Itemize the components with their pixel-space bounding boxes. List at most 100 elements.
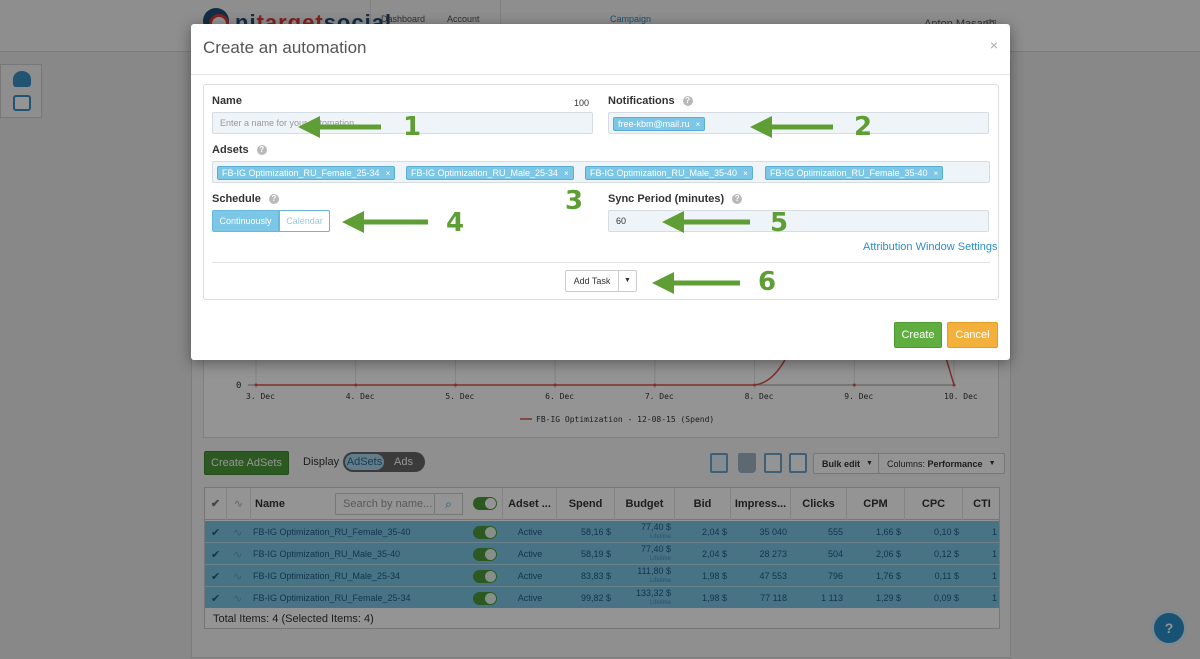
add-task-button[interactable]: Add Task <box>566 271 619 291</box>
cell-budget: 77,40 $ Lifetime <box>615 521 675 543</box>
row-checkbox[interactable]: ✔ <box>211 571 221 583</box>
create-button[interactable]: Create <box>894 322 942 348</box>
row-checkbox[interactable]: ✔ <box>211 527 221 539</box>
x-tick-label: 3. Dec <box>246 392 275 401</box>
search-icon[interactable]: ⌕ <box>435 493 463 515</box>
col-budget[interactable]: Budget <box>615 488 675 520</box>
cell-cpc: 0,09 $ <box>933 593 959 603</box>
row-toggle-switch[interactable] <box>473 570 497 583</box>
row-chart-icon[interactable]: ∿ <box>233 571 243 583</box>
columns-dropdown[interactable]: Columns: Performance ▼ <box>878 453 1005 474</box>
help-icon[interactable]: ? <box>732 194 743 204</box>
col-bid[interactable]: Bid <box>675 488 731 520</box>
schedule-calendar-button[interactable]: Calendar <box>279 210 330 232</box>
row-checkbox[interactable]: ✔ <box>211 593 221 605</box>
cell-name[interactable]: FB-IG Optimization_RU_Female_35-40 <box>253 527 411 537</box>
calendar-icon[interactable] <box>13 95 31 111</box>
annotation-arrowhead <box>662 211 684 233</box>
display-option-adsets[interactable]: AdSets <box>345 454 384 470</box>
all-toggle-switch[interactable] <box>473 497 497 510</box>
display-label: Display <box>303 456 340 468</box>
display-option-ads[interactable]: Ads <box>394 456 413 468</box>
cell-cpc: 0,12 $ <box>933 549 959 559</box>
col-impressions[interactable]: Impress... <box>731 488 791 520</box>
annotation-arrowhead <box>342 211 364 233</box>
attribution-window-link[interactable]: Attribution Window Settings <box>863 241 998 253</box>
col-ctr[interactable]: CTI <box>973 498 991 510</box>
x-tick-label: 10. Dec <box>944 392 978 401</box>
budget-type: Lifetime <box>649 600 671 606</box>
table-row[interactable]: ✔ ∿ FB-IG Optimization_RU_Female_35-40 Acti… <box>205 521 999 543</box>
remove-tag-icon[interactable]: × <box>743 169 748 178</box>
nav-dashboard[interactable]: Dashboard <box>381 14 426 24</box>
display-toggle[interactable]: AdSets Ads <box>343 452 425 472</box>
add-task-split-button[interactable]: Add Task ▼ <box>565 270 637 292</box>
cell-ctr: 1 <box>991 571 997 581</box>
legend-label: FB-IG Optimization - 12-08-15 (Spend) <box>536 415 714 424</box>
add-calendar-icon[interactable] <box>710 453 728 473</box>
cell-clicks: 504 <box>827 549 843 559</box>
table-search-input[interactable]: Search by name... <box>335 493 435 515</box>
annotation-arrowhead <box>298 116 320 138</box>
sync-period-input[interactable]: 60 <box>608 210 989 232</box>
row-checkbox[interactable]: ✔ <box>211 549 221 561</box>
budget-value: 77,40 $ <box>640 544 671 554</box>
cell-cpm: 1,76 $ <box>875 571 901 581</box>
nav-campaign[interactable]: Campaign <box>610 14 652 24</box>
create-adsets-button[interactable]: Create AdSets <box>204 451 289 475</box>
row-chart-icon[interactable]: ∿ <box>233 593 243 605</box>
notifications-input[interactable]: free-kbm@mail.ru × <box>608 112 989 134</box>
cell-name[interactable]: FB-IG Optimization_RU_Female_25-34 <box>253 593 411 603</box>
remove-tag-icon[interactable]: × <box>695 120 701 129</box>
pdf-icon[interactable] <box>789 453 807 473</box>
row-chart-icon[interactable]: ∿ <box>233 549 243 561</box>
help-icon[interactable]: ? <box>268 194 279 204</box>
row-toggle-switch[interactable] <box>473 548 497 561</box>
help-chat-button[interactable]: ? <box>1151 610 1187 646</box>
table-header: ✔ ∿ Name Search by name... ⌕ Adset ... S… <box>205 488 999 520</box>
remove-tag-icon[interactable]: × <box>933 169 939 178</box>
table-row[interactable]: ✔ ∿ FB-IG Optimization_RU_Male_25-34 Active… <box>205 565 999 587</box>
cloud-icon[interactable] <box>13 71 31 87</box>
row-chart-icon[interactable]: ∿ <box>233 527 243 539</box>
col-name[interactable]: Name <box>255 498 285 510</box>
col-adset-status[interactable]: Adset ... <box>503 488 557 520</box>
cell-clicks: 555 <box>827 527 843 537</box>
budget-value: 133,32 $ <box>635 588 671 598</box>
budget-type: Lifetime <box>649 556 671 562</box>
col-spend[interactable]: Spend <box>557 488 615 520</box>
remove-tag-icon[interactable]: × <box>385 169 391 178</box>
cell-name[interactable]: FB-IG Optimization_RU_Male_25-34 <box>253 571 401 581</box>
nav-account[interactable]: Account <box>447 14 480 24</box>
cancel-button[interactable]: Cancel <box>947 322 998 348</box>
schedule-label: Schedule? <box>212 193 279 205</box>
chart-toggle-icon[interactable]: ∿ <box>227 488 251 520</box>
col-cpm[interactable]: CPM <box>847 488 905 520</box>
cell-status: Active <box>517 549 543 559</box>
caret-down-icon[interactable]: ▼ <box>624 277 631 284</box>
cell-impressions: 77 118 <box>760 593 787 603</box>
remove-tag-icon[interactable]: × <box>564 169 569 178</box>
row-toggle-switch[interactable] <box>473 526 497 539</box>
annotation-number: 5 <box>770 208 789 238</box>
row-toggle-switch[interactable] <box>473 592 497 605</box>
col-clicks[interactable]: Clicks <box>791 488 847 520</box>
help-icon[interactable]: ? <box>256 145 267 155</box>
select-all-checkbox[interactable]: ✔ <box>205 488 227 520</box>
close-icon[interactable]: × <box>989 37 998 53</box>
document-icon[interactable] <box>764 453 782 473</box>
table-footer: Total Items: 4 (Selected Items: 4) <box>205 608 999 628</box>
annotation-number: 2 <box>854 112 873 142</box>
schedule-continuously-button[interactable]: Continuously <box>212 210 279 232</box>
table-row[interactable]: ✔ ∿ FB-IG Optimization_RU_Male_35-40 Active… <box>205 543 999 565</box>
cell-clicks: 796 <box>827 571 843 581</box>
help-icon[interactable]: ? <box>682 96 693 106</box>
cell-name[interactable]: FB-IG Optimization_RU_Male_35-40 <box>253 549 401 559</box>
trash-icon[interactable] <box>738 453 756 473</box>
cell-cpm: 1,29 $ <box>875 593 901 603</box>
cell-budget: 133,32 $ Lifetime <box>615 587 675 609</box>
col-cpc[interactable]: CPC <box>905 488 963 520</box>
adsets-input[interactable]: FB-IG Optimization_RU_Female_25-34 × FB-I… <box>212 161 990 183</box>
cell-bid: 1,98 $ <box>701 593 727 603</box>
